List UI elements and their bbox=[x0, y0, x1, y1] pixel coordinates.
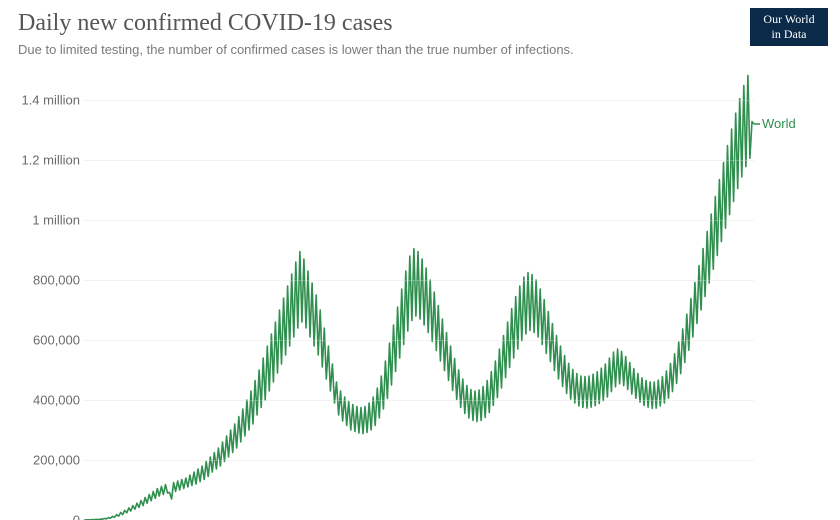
y-tick-label: 600,000 bbox=[10, 333, 80, 348]
series-line-world bbox=[84, 75, 754, 520]
gridline bbox=[84, 220, 754, 221]
gridline bbox=[84, 460, 754, 461]
chart-subtitle: Due to limited testing, the number of co… bbox=[18, 42, 574, 57]
gridline bbox=[84, 400, 754, 401]
y-tick-label: 1.2 million bbox=[10, 153, 80, 168]
gridline bbox=[84, 340, 754, 341]
line-series-svg bbox=[84, 70, 754, 520]
series-label-world: World bbox=[762, 116, 796, 131]
y-tick-label: 200,000 bbox=[10, 453, 80, 468]
gridline bbox=[84, 160, 754, 161]
owid-logo: Our World in Data bbox=[750, 8, 828, 46]
chart-title: Daily new confirmed COVID-19 cases bbox=[18, 10, 393, 37]
y-tick-label: 1.4 million bbox=[10, 93, 80, 108]
y-tick-label: 0 bbox=[10, 513, 80, 520]
y-tick-label: 400,000 bbox=[10, 393, 80, 408]
logo-line-2: in Data bbox=[750, 27, 828, 42]
gridline bbox=[84, 280, 754, 281]
plot-area: 0 200,000 400,000 600,000 800,000 1 million 1.… bbox=[0, 70, 840, 520]
y-tick-label: 1 million bbox=[10, 213, 80, 228]
y-tick-label: 800,000 bbox=[10, 273, 80, 288]
gridline bbox=[84, 100, 754, 101]
logo-line-1: Our World bbox=[750, 12, 828, 27]
